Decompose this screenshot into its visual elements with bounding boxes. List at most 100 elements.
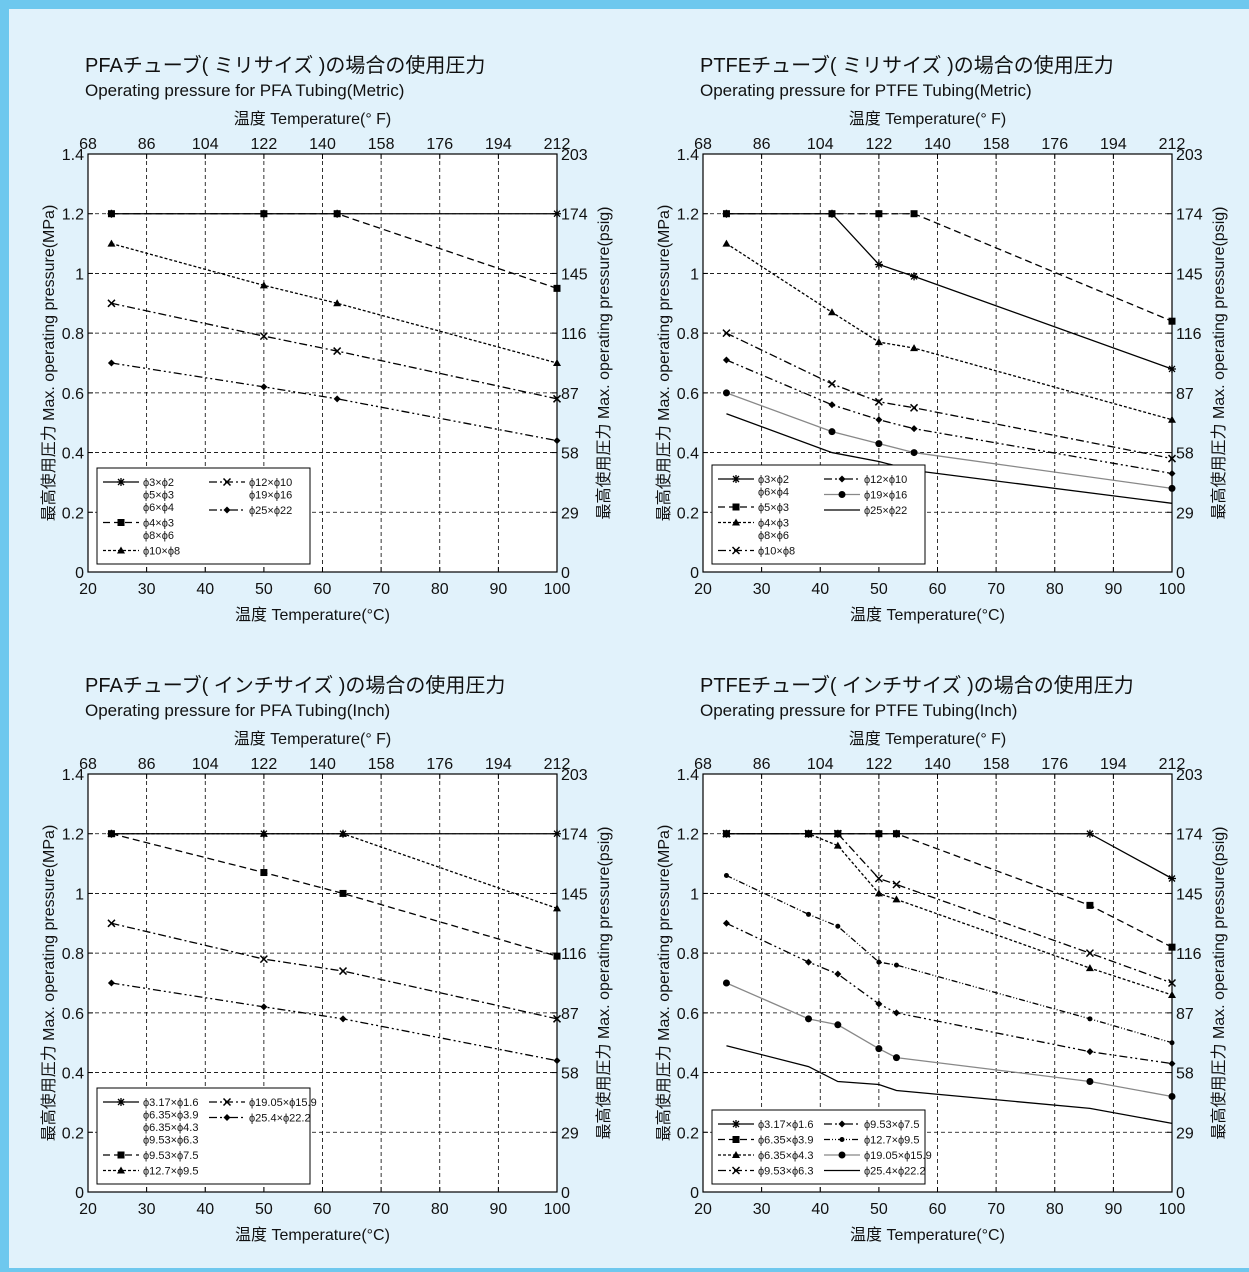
y2-tick-label: 87 (1176, 1006, 1194, 1023)
x-tick-label: 90 (489, 1201, 507, 1218)
legend-marker (117, 1166, 125, 1174)
x-tick-label: 30 (753, 1201, 771, 1218)
series-5 (107, 359, 561, 445)
legend-box (711, 1109, 926, 1185)
y2-tick-label: 174 (1176, 827, 1203, 844)
y2-tick-label: 174 (561, 827, 588, 844)
top-axis-label: 温度 Temperature(° F) (849, 730, 1007, 748)
x2-tick-label: 122 (251, 756, 278, 773)
bottom-axis-label: 温度 Temperature(°C) (850, 1226, 1005, 1244)
legend-entry: ϕ9.53×ϕ7.5 (103, 1150, 198, 1162)
legend-marker (223, 506, 231, 514)
data-point (874, 874, 883, 883)
x2-tick-label: 212 (544, 756, 571, 773)
right-axis-label: 最高使用圧力 Max. operating pressure(psig) (595, 827, 613, 1140)
x2-tick-label: 212 (1159, 136, 1186, 153)
y-tick-label: 0.6 (62, 1006, 84, 1023)
x-tick-label: 70 (987, 581, 1005, 598)
legend-marker (732, 1136, 740, 1143)
series-8 (726, 1045, 1173, 1124)
data-point (910, 425, 918, 433)
series-line (111, 982, 558, 1062)
x2-tick-label: 212 (1159, 756, 1186, 773)
legend-label: ϕ9.53×ϕ6.3 (758, 1166, 813, 1178)
x-tick-label: 60 (929, 581, 947, 598)
legend-marker (839, 1137, 845, 1142)
data-point (259, 332, 268, 341)
legend-label: ϕ25.4×ϕ22.2 (864, 1166, 926, 1178)
legend-label: ϕ3×ϕ2 ϕ6×ϕ4 (758, 474, 789, 499)
x-tick-label: 70 (372, 1201, 390, 1218)
series-3 (107, 829, 561, 912)
legend-label: ϕ12×ϕ10 (864, 474, 907, 486)
x-tick-label: 90 (1104, 1201, 1122, 1218)
legend: ϕ3.17×ϕ1.6 ϕ6.35×ϕ3.9 ϕ6.35×ϕ4.3 ϕ9.53×ϕ6.3… (711, 1109, 932, 1185)
legend-entry: ϕ12×ϕ10 ϕ19×ϕ16 (209, 477, 292, 502)
y-tick-label: 0.8 (677, 946, 699, 963)
data-point (339, 1015, 347, 1023)
x2-tick-label: 140 (924, 756, 951, 773)
legend-entry: ϕ4×ϕ3 ϕ8×ϕ6 (103, 518, 174, 543)
y2-tick-label: 203 (1176, 767, 1203, 784)
legend-entry: ϕ3.17×ϕ1.6 ϕ6.35×ϕ3.9 ϕ6.35×ϕ4.3 ϕ9.53×ϕ6.3 (103, 1097, 198, 1147)
data-point (892, 1054, 900, 1062)
y2-tick-label: 145 (1176, 266, 1203, 283)
data-point (893, 962, 899, 968)
legend-entry: ϕ25.4×ϕ22.2 (209, 1113, 311, 1125)
legend-label: ϕ4×ϕ3 ϕ8×ϕ6 (143, 518, 174, 543)
x-tick-label: 50 (255, 581, 273, 598)
series-line (111, 362, 558, 442)
legend-label: ϕ12.7×ϕ9.5 (864, 1135, 919, 1147)
x2-tick-label: 104 (192, 136, 219, 153)
chart-panel-1: PFAチューブ( ミリサイズ )の場合の使用圧力 Operating pressu… (40, 53, 613, 624)
data-point (892, 880, 901, 889)
legend-marker (117, 519, 125, 526)
x2-tick-label: 176 (426, 136, 453, 153)
x2-tick-label: 86 (138, 136, 156, 153)
data-point (805, 1015, 813, 1023)
y-tick-label: 0.2 (677, 1125, 699, 1142)
y-tick-label: 1.4 (62, 147, 84, 164)
y-tick-label: 0.8 (62, 326, 84, 343)
y-tick-label: 0.2 (62, 505, 84, 522)
y2-tick-label: 58 (1176, 446, 1194, 463)
series-3 (722, 239, 1176, 423)
legend-label: ϕ25×ϕ22 (864, 505, 907, 517)
x-tick-label: 80 (1046, 581, 1064, 598)
y2-tick-label: 58 (561, 446, 579, 463)
bottom-axis-label: 温度 Temperature(°C) (235, 1226, 390, 1244)
top-axis-label: 温度 Temperature(° F) (234, 730, 392, 748)
legend-marker (732, 503, 740, 511)
legend-entry: ϕ3×ϕ2 ϕ5×ϕ3 ϕ6×ϕ4 (103, 477, 174, 514)
legend-entry: ϕ9.53×ϕ7.5 (824, 1119, 919, 1131)
legend-marker (223, 1114, 231, 1121)
data-point (722, 829, 731, 838)
data-point (333, 210, 341, 218)
y2-tick-label: 145 (561, 886, 588, 903)
x-tick-label: 100 (1159, 1201, 1186, 1218)
x-tick-label: 70 (372, 581, 390, 598)
x2-tick-label: 176 (426, 756, 453, 773)
y-tick-label: 1.4 (677, 147, 699, 164)
x-tick-label: 80 (1046, 1201, 1064, 1218)
legend-entry: ϕ3.17×ϕ1.6 (718, 1119, 813, 1131)
right-axis-label: 最高使用圧力 Max. operating pressure(psig) (1210, 207, 1228, 520)
y2-tick-label: 145 (1176, 886, 1203, 903)
x2-tick-label: 194 (485, 756, 512, 773)
data-point (875, 1000, 883, 1008)
y2-tick-label: 58 (1176, 1066, 1194, 1083)
legend-marker (117, 1098, 125, 1106)
legend-box (96, 467, 311, 565)
series-line (111, 833, 558, 909)
legend-label: ϕ25.4×ϕ22.2 (249, 1113, 311, 1125)
legend-label: ϕ19.05×ϕ15.9 (864, 1150, 932, 1162)
x2-tick-label: 68 (79, 756, 97, 773)
x2-tick-label: 122 (866, 756, 893, 773)
x2-tick-label: 158 (983, 756, 1010, 773)
y2-tick-label: 0 (1176, 565, 1185, 582)
chart-title: PFAチューブ( インチサイズ )の場合の使用圧力 (85, 673, 505, 697)
right-axis-label: 最高使用圧力 Max. operating pressure(psig) (595, 207, 613, 520)
x-tick-label: 50 (870, 581, 888, 598)
series-line (726, 413, 1173, 504)
series-line (726, 213, 1173, 322)
